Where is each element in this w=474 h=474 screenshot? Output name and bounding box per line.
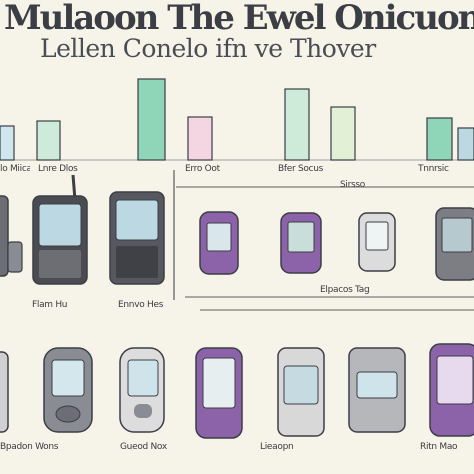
phone-device-8 — [0, 351, 9, 433]
label-row1-5: Sirsso — [340, 180, 365, 190]
label-row1-1: lo Miicar — [0, 164, 30, 174]
phone-device-12 — [277, 347, 325, 437]
bar-7 — [426, 117, 453, 161]
label-row3-4: Ritn Mao — [420, 442, 458, 452]
label-row3-1: Bpadon Wons — [0, 442, 59, 452]
phone-device-2 — [32, 174, 88, 285]
phone-device-7 — [435, 207, 474, 281]
phone-device-5 — [280, 212, 322, 274]
label-row2-2: Ennvo Hes — [118, 300, 164, 310]
label-row2-1: Flam Hu — [32, 300, 68, 310]
label-row2-3: Elpacos Tag — [320, 285, 370, 295]
phone-device-4 — [199, 211, 239, 275]
bar-6 — [330, 106, 356, 161]
bar-1 — [0, 125, 15, 161]
page-title: Mulaoon The Ewel Onicuon — [4, 0, 474, 38]
bar-8 — [457, 127, 474, 161]
phone-device-13 — [348, 347, 406, 433]
page-subtitle: Lellen Conelo ifn ve Thover — [40, 34, 376, 63]
label-row1-4: Bfer Socus — [278, 164, 324, 174]
label-row3-3: Lieaopn — [260, 442, 294, 452]
phone-device-9 — [43, 347, 93, 433]
phone-device-10 — [119, 347, 165, 433]
label-row1-3: Erro Oot — [185, 164, 220, 174]
label-row3-2: Gueod Nox — [120, 442, 167, 452]
phone-device-6 — [358, 212, 396, 272]
bar-4 — [187, 116, 213, 161]
phone-device-11 — [195, 347, 243, 439]
phone-device-3 — [109, 191, 165, 285]
phone-device-1 — [0, 195, 23, 277]
bar-5 — [284, 88, 310, 161]
phone-device-14 — [429, 343, 474, 437]
label-row1-2: Lnre Dlos — [38, 164, 78, 174]
bar-2 — [36, 120, 61, 161]
bar-3 — [137, 78, 166, 161]
label-row1-6: Tnnrsic — [418, 164, 449, 174]
